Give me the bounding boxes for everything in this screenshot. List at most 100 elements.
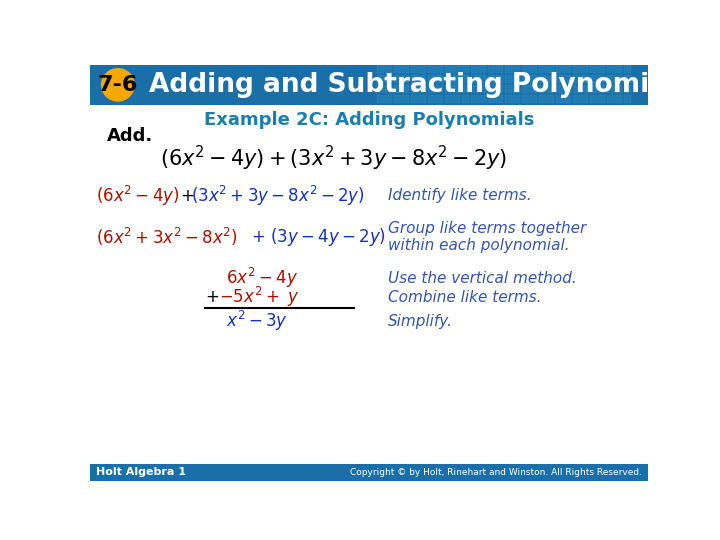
Bar	[513, 95, 520, 103]
Text: Combine like terms.: Combine like terms.	[388, 290, 542, 305]
Bar	[462, 95, 469, 103]
Bar	[462, 75, 469, 83]
Bar	[556, 85, 563, 93]
Bar	[539, 85, 546, 93]
Bar	[377, 65, 384, 73]
Bar	[505, 85, 512, 93]
Bar	[539, 95, 546, 103]
Bar	[530, 75, 537, 83]
Bar	[471, 85, 477, 93]
Bar	[436, 65, 444, 73]
Text: Group like terms together: Group like terms together	[388, 221, 587, 237]
Bar	[487, 95, 495, 103]
Bar	[616, 85, 622, 93]
Bar	[564, 85, 571, 93]
Bar	[496, 65, 503, 73]
Text: $(6x^2 - 4y)$: $(6x^2 - 4y)$	[96, 184, 180, 208]
Bar	[624, 85, 631, 93]
Bar	[573, 95, 580, 103]
Text: Use the vertical method.: Use the vertical method.	[388, 271, 577, 286]
Bar	[496, 75, 503, 83]
Bar	[547, 65, 554, 73]
Bar	[402, 85, 409, 93]
Bar	[547, 75, 554, 83]
Bar	[624, 75, 631, 83]
Bar	[487, 65, 495, 73]
Bar	[624, 95, 631, 103]
Bar	[394, 65, 401, 73]
Bar	[487, 75, 495, 83]
Bar	[590, 85, 597, 93]
Bar	[556, 95, 563, 103]
Bar	[411, 85, 418, 93]
Bar	[547, 85, 554, 93]
Bar	[564, 65, 571, 73]
Bar	[419, 75, 426, 83]
Bar	[607, 85, 614, 93]
Bar	[471, 75, 477, 83]
Bar	[419, 95, 426, 103]
Bar	[454, 85, 461, 93]
Bar	[522, 75, 528, 83]
Text: Adding and Subtracting Polynomials: Adding and Subtracting Polynomials	[149, 72, 692, 98]
Bar	[513, 65, 520, 73]
Bar	[581, 65, 588, 73]
Bar	[505, 65, 512, 73]
Bar	[402, 95, 409, 103]
Bar	[530, 85, 537, 93]
Bar	[385, 65, 392, 73]
Bar	[496, 85, 503, 93]
Bar	[556, 65, 563, 73]
Bar	[462, 65, 469, 73]
Bar	[445, 95, 452, 103]
Bar	[411, 95, 418, 103]
Bar	[428, 65, 435, 73]
Bar	[590, 75, 597, 83]
Text: Identify like terms.: Identify like terms.	[388, 188, 532, 203]
Bar	[522, 85, 528, 93]
Bar	[479, 65, 486, 73]
Bar	[402, 65, 409, 73]
Bar	[419, 85, 426, 93]
Text: 7-6: 7-6	[98, 75, 138, 95]
Bar	[513, 75, 520, 83]
Bar	[547, 95, 554, 103]
Bar	[581, 85, 588, 93]
Bar	[598, 95, 606, 103]
Bar	[598, 65, 606, 73]
Text: $6x^2 - 4y$: $6x^2 - 4y$	[225, 266, 298, 290]
Bar	[487, 85, 495, 93]
Bar	[598, 85, 606, 93]
Bar	[411, 75, 418, 83]
Text: $(3x^2 + 3y - 8x^2 - 2y)$: $(3x^2 + 3y - 8x^2 - 2y)$	[191, 184, 364, 208]
Bar	[428, 85, 435, 93]
Bar	[590, 65, 597, 73]
Bar	[590, 95, 597, 103]
Bar	[479, 95, 486, 103]
Bar	[445, 75, 452, 83]
Bar	[616, 95, 622, 103]
Text: Holt Algebra 1: Holt Algebra 1	[96, 467, 186, 477]
Bar	[479, 85, 486, 93]
Bar	[496, 95, 503, 103]
Text: Add.: Add.	[107, 127, 153, 145]
Bar	[607, 65, 614, 73]
Bar	[377, 75, 384, 83]
Bar	[479, 75, 486, 83]
Bar	[522, 65, 528, 73]
Bar	[505, 75, 512, 83]
Bar	[377, 95, 384, 103]
Bar	[581, 75, 588, 83]
Bar	[385, 95, 392, 103]
Bar	[445, 65, 452, 73]
Bar	[624, 65, 631, 73]
Bar	[607, 95, 614, 103]
Text: $+\ (3y - 4y - 2y)$: $+\ (3y - 4y - 2y)$	[251, 226, 386, 248]
Bar	[616, 75, 622, 83]
Text: Example 2C: Adding Polynomials: Example 2C: Adding Polynomials	[204, 111, 534, 129]
Bar	[530, 65, 537, 73]
Bar	[573, 65, 580, 73]
Bar	[454, 95, 461, 103]
Bar	[402, 75, 409, 83]
Bar	[428, 75, 435, 83]
